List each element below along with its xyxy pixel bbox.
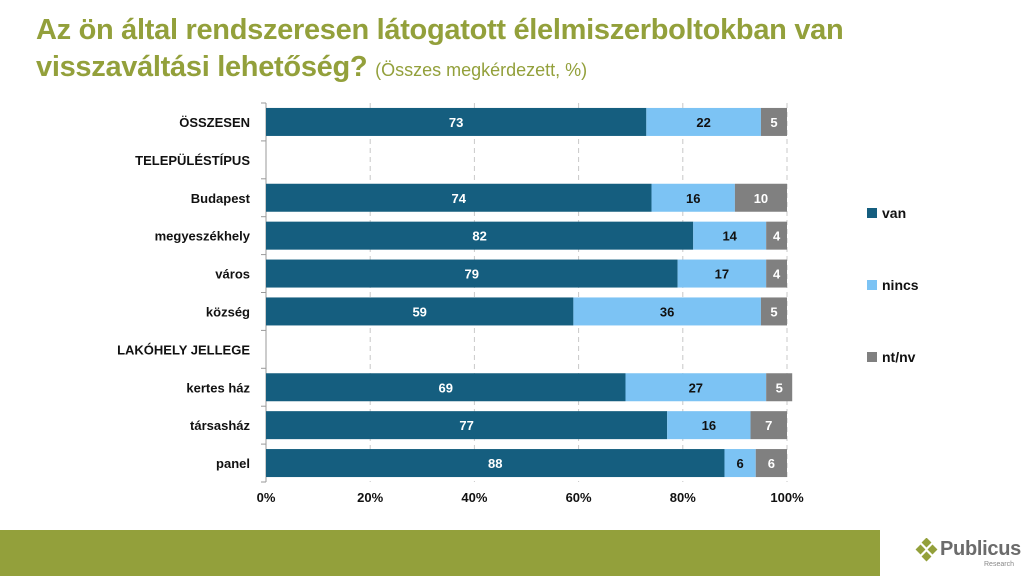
legend-swatch-nincs	[867, 280, 877, 290]
bar-nincs	[646, 107, 761, 136]
category-label: kertes ház	[186, 380, 250, 395]
bar-nincs	[724, 449, 756, 478]
bar-van	[266, 373, 626, 402]
bar-van	[266, 259, 678, 288]
bar-nt-nv	[760, 107, 787, 136]
logo-name: Publicus	[940, 538, 1021, 560]
bar-nincs	[651, 183, 735, 212]
x-tick-label: 80%	[670, 490, 696, 505]
x-tick-label: 100%	[770, 490, 804, 505]
category-label: város	[215, 267, 250, 282]
data-label: 74	[452, 191, 467, 206]
bar-nt-nv	[766, 259, 787, 288]
data-label: 73	[449, 115, 463, 130]
x-tick-label: 60%	[566, 490, 592, 505]
logo-diamonds-icon	[915, 538, 938, 562]
category-label: LAKÓHELY JELLEGE	[117, 342, 250, 357]
category-label: társasház	[190, 418, 250, 433]
data-label: 17	[715, 267, 729, 282]
category-label: község	[206, 304, 250, 319]
category-label: TELEPÜLÉSTÍPUS	[135, 153, 250, 168]
data-label: 6	[768, 456, 775, 471]
legend-label: nt/nv	[882, 349, 916, 365]
data-label: 27	[689, 380, 703, 395]
data-label: 14	[722, 229, 737, 244]
data-label: 5	[770, 304, 777, 319]
x-tick-label: 20%	[357, 490, 383, 505]
bar-nincs	[693, 221, 767, 250]
bar-nt-nv	[755, 449, 787, 478]
data-label: 69	[439, 380, 453, 395]
data-label: 82	[472, 229, 486, 244]
bar-nt-nv	[734, 183, 787, 212]
x-tick-label: 40%	[461, 490, 487, 505]
category-label: Budapest	[191, 191, 251, 206]
data-label: 16	[702, 418, 716, 433]
data-label: 10	[754, 191, 768, 206]
logo-tagline: Research	[984, 561, 1014, 568]
bar-nt-nv	[760, 297, 787, 326]
bar-nt-nv	[766, 373, 793, 402]
bar-van	[266, 183, 652, 212]
data-label: 4	[773, 229, 781, 244]
footer-bar	[0, 530, 880, 576]
legend-swatch-nt-nv	[867, 352, 877, 362]
bar-nincs	[677, 259, 767, 288]
legend-label: van	[882, 205, 906, 221]
category-label: ÖSSZESEN	[179, 115, 250, 130]
x-tick-label: 0%	[257, 490, 276, 505]
title-main: Az ön által rendszeresen látogatott élel…	[36, 14, 844, 83]
data-label: 77	[459, 418, 473, 433]
bar-nt-nv	[766, 221, 787, 250]
bar-van	[266, 449, 725, 478]
category-label: megyeszékhely	[155, 229, 251, 244]
data-label: 7	[765, 418, 772, 433]
data-label: 22	[696, 115, 710, 130]
title-subtitle: (Összes megkérdezett, %)	[375, 60, 588, 80]
data-label: 16	[686, 191, 700, 206]
data-label: 79	[465, 267, 479, 282]
bar-nincs	[667, 411, 751, 440]
bar-nt-nv	[750, 411, 787, 440]
bar-nincs	[573, 297, 761, 326]
bar-van	[266, 107, 647, 136]
bar-van	[266, 221, 694, 250]
category-label: panel	[216, 456, 250, 471]
bar-nincs	[625, 373, 767, 402]
legend-swatch-van	[867, 208, 877, 218]
legend-label: nincs	[882, 277, 919, 293]
publicus-logo: Publicus Research	[914, 534, 1024, 574]
data-label: 36	[660, 304, 674, 319]
bar-van	[266, 411, 668, 440]
data-label: 88	[488, 456, 502, 471]
data-label: 6	[736, 456, 743, 471]
data-label: 4	[773, 267, 781, 282]
data-label: 59	[412, 304, 426, 319]
data-label: 5	[776, 380, 783, 395]
bar-van	[266, 297, 574, 326]
data-label: 5	[770, 115, 777, 130]
chart-title: Az ön által rendszeresen látogatott élel…	[36, 12, 936, 89]
